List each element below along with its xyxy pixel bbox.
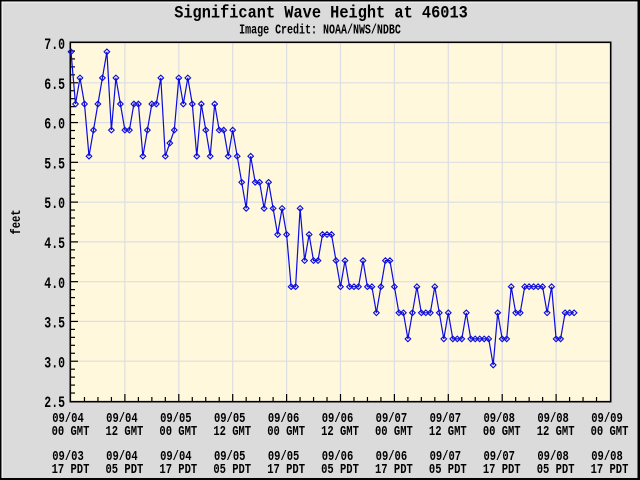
svg-text:17 PDT: 17 PDT xyxy=(375,462,413,478)
svg-text:3.5: 3.5 xyxy=(44,316,65,333)
svg-text:09/09: 09/09 xyxy=(591,411,622,427)
svg-text:00 GMT: 00 GMT xyxy=(159,424,197,440)
svg-text:4.5: 4.5 xyxy=(44,237,65,254)
svg-text:6.5: 6.5 xyxy=(44,78,65,95)
svg-text:09/04: 09/04 xyxy=(160,449,192,465)
svg-text:05 PDT: 05 PDT xyxy=(321,462,359,478)
svg-text:6.0: 6.0 xyxy=(44,117,65,134)
svg-text:2.5: 2.5 xyxy=(44,396,65,413)
svg-text:09/06: 09/06 xyxy=(322,411,353,427)
svg-text:09/04: 09/04 xyxy=(52,411,84,427)
svg-text:09/07: 09/07 xyxy=(376,411,407,427)
svg-text:feet: feet xyxy=(9,209,25,234)
svg-text:05 PDT: 05 PDT xyxy=(537,462,575,478)
svg-text:05 PDT: 05 PDT xyxy=(429,462,467,478)
svg-text:09/08: 09/08 xyxy=(537,411,568,427)
svg-text:09/08: 09/08 xyxy=(483,411,514,427)
svg-text:00 GMT: 00 GMT xyxy=(267,424,305,440)
svg-text:09/06: 09/06 xyxy=(268,411,299,427)
svg-text:09/07: 09/07 xyxy=(430,449,461,465)
svg-text:09/04: 09/04 xyxy=(106,449,138,465)
svg-text:09/07: 09/07 xyxy=(430,411,461,427)
svg-text:09/05: 09/05 xyxy=(160,411,191,427)
svg-text:5.0: 5.0 xyxy=(44,197,65,214)
svg-text:12 GMT: 12 GMT xyxy=(106,424,144,440)
svg-text:09/05: 09/05 xyxy=(268,449,299,465)
svg-text:09/06: 09/06 xyxy=(322,449,353,465)
svg-text:05 PDT: 05 PDT xyxy=(106,462,144,478)
svg-text:17 PDT: 17 PDT xyxy=(52,462,90,478)
svg-text:00 GMT: 00 GMT xyxy=(52,424,90,440)
svg-text:09/06: 09/06 xyxy=(376,449,407,465)
svg-text:00 GMT: 00 GMT xyxy=(483,424,521,440)
svg-text:00 GMT: 00 GMT xyxy=(375,424,413,440)
svg-text:12 GMT: 12 GMT xyxy=(429,424,467,440)
svg-text:Image Credit: NOAA/NWS/NDBC: Image Credit: NOAA/NWS/NDBC xyxy=(239,22,401,38)
svg-text:09/04: 09/04 xyxy=(106,411,138,427)
svg-text:09/05: 09/05 xyxy=(214,449,245,465)
svg-text:09/08: 09/08 xyxy=(537,449,568,465)
svg-text:12 GMT: 12 GMT xyxy=(321,424,359,440)
svg-text:3.0: 3.0 xyxy=(44,356,65,373)
svg-text:5.5: 5.5 xyxy=(44,157,65,174)
svg-text:Significant Wave Height at 460: Significant Wave Height at 46013 xyxy=(174,3,468,23)
svg-text:12 GMT: 12 GMT xyxy=(213,424,251,440)
svg-text:05 PDT: 05 PDT xyxy=(213,462,251,478)
svg-text:17 PDT: 17 PDT xyxy=(267,462,305,478)
svg-text:09/05: 09/05 xyxy=(214,411,245,427)
svg-text:09/08: 09/08 xyxy=(591,449,622,465)
svg-text:09/03: 09/03 xyxy=(52,449,83,465)
svg-text:17 PDT: 17 PDT xyxy=(483,462,521,478)
svg-text:4.0: 4.0 xyxy=(44,276,65,293)
svg-text:09/07: 09/07 xyxy=(483,449,514,465)
svg-text:7.0: 7.0 xyxy=(44,38,65,55)
svg-text:00 GMT: 00 GMT xyxy=(591,424,629,440)
svg-text:17 PDT: 17 PDT xyxy=(591,462,629,478)
svg-text:17 PDT: 17 PDT xyxy=(159,462,197,478)
svg-text:12 GMT: 12 GMT xyxy=(537,424,575,440)
